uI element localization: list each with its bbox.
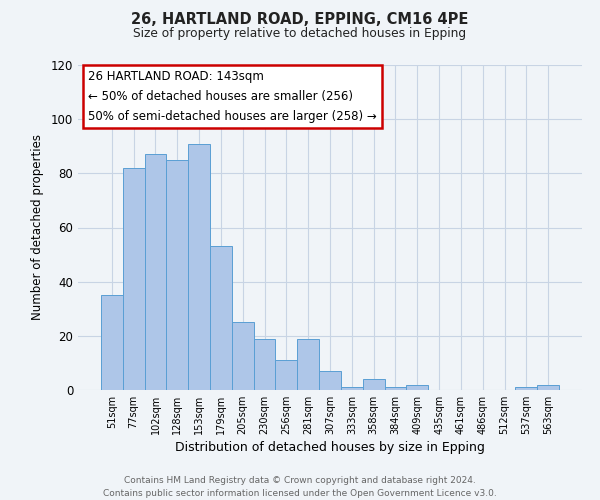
Bar: [210, 246, 232, 390]
Bar: [123, 168, 145, 390]
Bar: [341, 388, 363, 390]
Bar: [515, 388, 537, 390]
Text: 26, HARTLAND ROAD, EPPING, CM16 4PE: 26, HARTLAND ROAD, EPPING, CM16 4PE: [131, 12, 469, 28]
Bar: [101, 295, 123, 390]
Bar: [297, 338, 319, 390]
Bar: [406, 384, 428, 390]
Bar: [145, 154, 166, 390]
Text: 26 HARTLAND ROAD: 143sqm
← 50% of detached houses are smaller (256)
50% of semi-: 26 HARTLAND ROAD: 143sqm ← 50% of detach…: [88, 70, 377, 123]
Y-axis label: Number of detached properties: Number of detached properties: [31, 134, 44, 320]
X-axis label: Distribution of detached houses by size in Epping: Distribution of detached houses by size …: [175, 441, 485, 454]
Bar: [537, 384, 559, 390]
Bar: [254, 338, 275, 390]
Bar: [275, 360, 297, 390]
Bar: [385, 388, 406, 390]
Bar: [232, 322, 254, 390]
Text: Contains HM Land Registry data © Crown copyright and database right 2024.
Contai: Contains HM Land Registry data © Crown c…: [103, 476, 497, 498]
Text: Size of property relative to detached houses in Epping: Size of property relative to detached ho…: [133, 28, 467, 40]
Bar: [319, 371, 341, 390]
Bar: [188, 144, 210, 390]
Bar: [166, 160, 188, 390]
Bar: [363, 379, 385, 390]
